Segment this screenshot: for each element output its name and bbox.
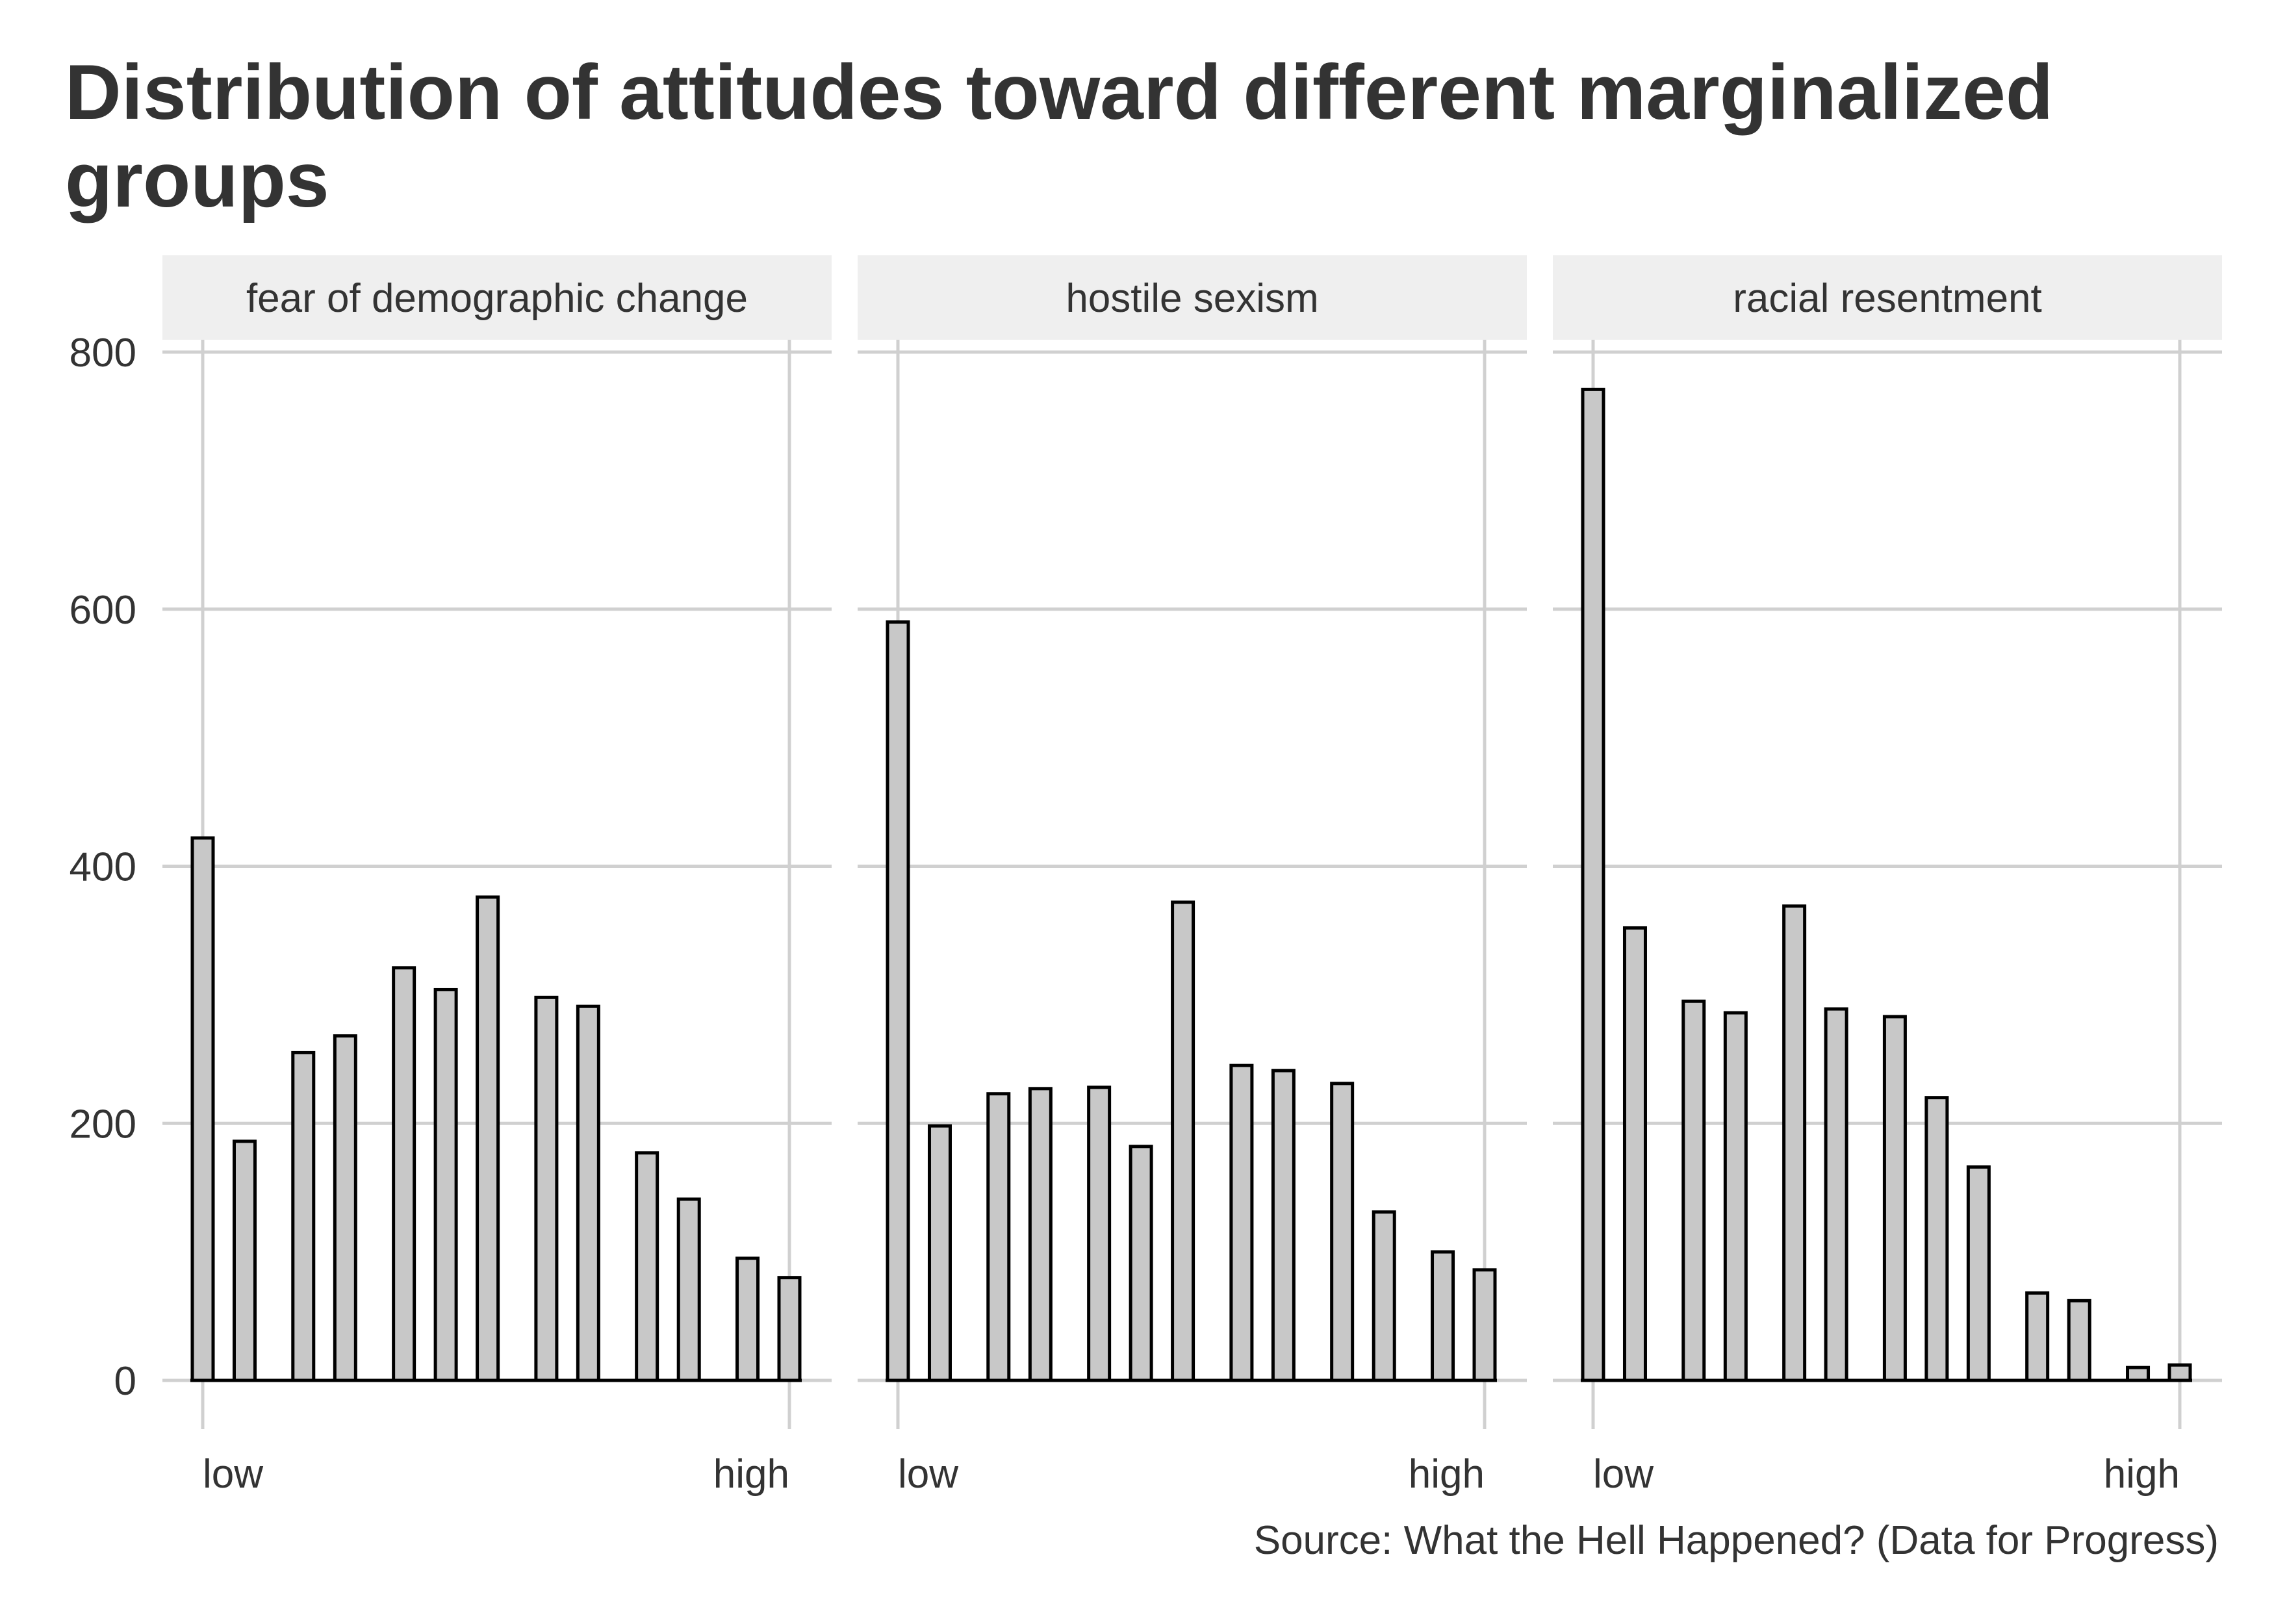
y-tick-label: 800 — [70, 331, 136, 375]
chart-caption: Source: What the Hell Happened? (Data fo… — [1254, 1518, 2219, 1563]
histogram-bar — [927, 1124, 952, 1382]
y-tick-label: 400 — [70, 845, 136, 890]
x-tick-label-low: low — [203, 1452, 263, 1497]
histogram-bar — [1581, 387, 1605, 1382]
histogram-bar — [476, 895, 500, 1382]
facet-strip-label: fear of demographic change — [246, 276, 748, 321]
histogram-bar — [2067, 1299, 2091, 1382]
x-tick-label-high: high — [2104, 1452, 2180, 1497]
histogram-bar — [1681, 999, 1706, 1382]
y-axis: 0 200 400 600 800 — [70, 331, 136, 1404]
histogram-bar — [735, 1256, 760, 1382]
facet-strip — [162, 255, 832, 340]
histogram-bar — [2025, 1291, 2050, 1382]
histogram-bar — [1966, 1165, 1991, 1382]
facet-strip-label: hostile sexism — [1066, 276, 1318, 321]
histogram-bar — [1472, 1268, 1497, 1382]
facet-strip — [858, 255, 1527, 340]
y-tick-label: 200 — [70, 1102, 136, 1147]
histogram-bar — [2167, 1363, 2192, 1382]
histogram-bar — [1924, 1096, 1949, 1382]
histogram-bar — [232, 1139, 257, 1382]
x-tick-label-low: low — [1593, 1452, 1654, 1497]
histogram-bar — [1229, 1063, 1254, 1382]
histogram-bar — [1087, 1085, 1112, 1382]
chart-title: Distribution of attitudes toward differe… — [65, 49, 2054, 223]
histogram-bar — [1622, 926, 1647, 1382]
histogram-bar — [1782, 904, 1807, 1382]
histogram-bar — [1431, 1250, 1455, 1382]
histogram-bar — [777, 1276, 802, 1382]
histogram-bar — [1271, 1069, 1296, 1382]
facet-strip — [1553, 255, 2222, 340]
histogram-bar — [1723, 1011, 1748, 1382]
histogram-bar — [635, 1151, 659, 1382]
x-tick-label-high: high — [1409, 1452, 1485, 1497]
y-tick-label: 0 — [114, 1359, 136, 1404]
histogram-bar — [433, 987, 458, 1382]
histogram-bar — [291, 1050, 316, 1382]
histogram-bar — [886, 620, 910, 1382]
histogram-bar — [1824, 1007, 1848, 1382]
histogram-bar — [333, 1034, 357, 1382]
histogram-bar — [576, 1004, 600, 1382]
histogram-bar — [392, 966, 416, 1382]
histogram-bar — [2126, 1365, 2151, 1382]
histogram-bar — [1028, 1087, 1053, 1382]
histogram-bar — [1330, 1082, 1355, 1382]
histogram-bar — [1171, 900, 1195, 1382]
histogram-bar — [1129, 1145, 1153, 1382]
histogram-bar — [190, 836, 215, 1382]
histogram-bar — [676, 1197, 701, 1382]
facet-strip-label: racial resentment — [1733, 276, 2042, 321]
histogram-bar — [986, 1092, 1011, 1382]
y-tick-label: 600 — [70, 588, 136, 633]
histogram-bar — [1882, 1015, 1907, 1382]
facet-panel: hostile sexism low high — [858, 255, 1527, 1497]
histogram-bar — [1372, 1210, 1396, 1382]
facet-panel: fear of demographic change low high — [162, 255, 832, 1497]
histogram-bar — [534, 995, 559, 1382]
x-tick-label-low: low — [898, 1452, 958, 1497]
x-tick-label-high: high — [713, 1452, 789, 1497]
facet-panel: racial resentment low high — [1553, 255, 2222, 1497]
